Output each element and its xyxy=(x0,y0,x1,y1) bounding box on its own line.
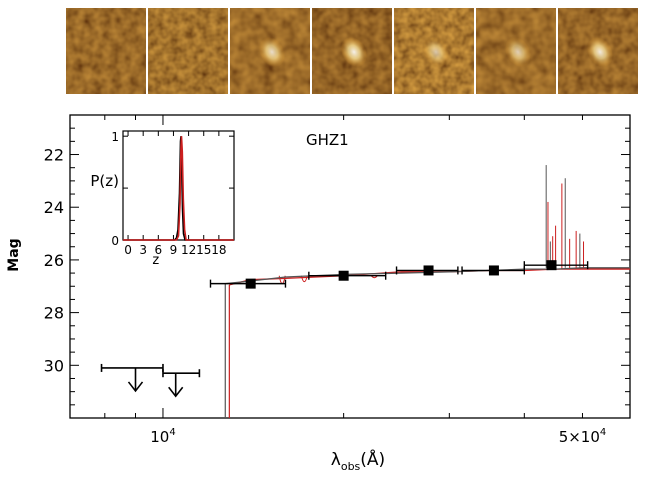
image-stamp xyxy=(558,8,638,94)
inset-x-tick-label: 18 xyxy=(211,243,226,257)
upper-limits xyxy=(100,363,201,398)
inset-pz-curve xyxy=(123,136,234,241)
inset-x-tick-label: 0 xyxy=(124,243,132,257)
y-tick-label: 24 xyxy=(44,198,64,217)
upper-limit-arrowhead xyxy=(168,386,184,398)
photometry-point xyxy=(488,265,499,276)
x-tick-label: 104 xyxy=(150,427,175,446)
photometry-point xyxy=(546,260,557,271)
inset-y-label: P(z) xyxy=(90,172,119,190)
image-stamp xyxy=(476,8,556,94)
sed-feature xyxy=(300,275,308,283)
inset-y-tick-label: 1 xyxy=(111,130,119,144)
sed-models xyxy=(224,165,630,418)
photometry-point xyxy=(423,265,434,276)
photometry-point xyxy=(245,278,256,289)
y-tick-label: 28 xyxy=(44,304,64,323)
inset-x-tick-label: 9 xyxy=(170,243,178,257)
image-stamp xyxy=(394,8,474,94)
object-label: GHZ1 xyxy=(306,131,349,149)
image-stamp xyxy=(66,8,146,94)
inset-x-label: z xyxy=(152,253,159,268)
sed-model xyxy=(224,165,630,418)
x-tick-label: 5×104 xyxy=(559,427,607,446)
inset-x-tick-label: 6 xyxy=(154,243,162,257)
y-tick-label: 26 xyxy=(44,251,64,270)
upper-limit-arrowhead xyxy=(127,381,144,393)
photometry-point xyxy=(338,270,349,281)
photometry-points xyxy=(209,260,589,289)
image-stamp-strip xyxy=(66,8,638,94)
y-axis-label: Mag xyxy=(6,238,22,271)
sed-continuum xyxy=(225,267,630,285)
y-tick-label: 22 xyxy=(44,146,64,165)
inset-x-tick-label: 3 xyxy=(139,243,147,257)
y-tick-label: 30 xyxy=(44,356,64,375)
inset-x-tick-label: 12 xyxy=(181,243,196,257)
x-axis-label: λobs(Å) xyxy=(331,448,385,473)
sed-model xyxy=(228,183,630,418)
inset-y-tick-label: 0 xyxy=(111,234,119,248)
inset-x-tick-label: 15 xyxy=(196,243,211,257)
image-stamp xyxy=(148,8,228,94)
image-stamp xyxy=(230,8,310,94)
image-stamp xyxy=(312,8,392,94)
plot-frame xyxy=(69,114,631,419)
